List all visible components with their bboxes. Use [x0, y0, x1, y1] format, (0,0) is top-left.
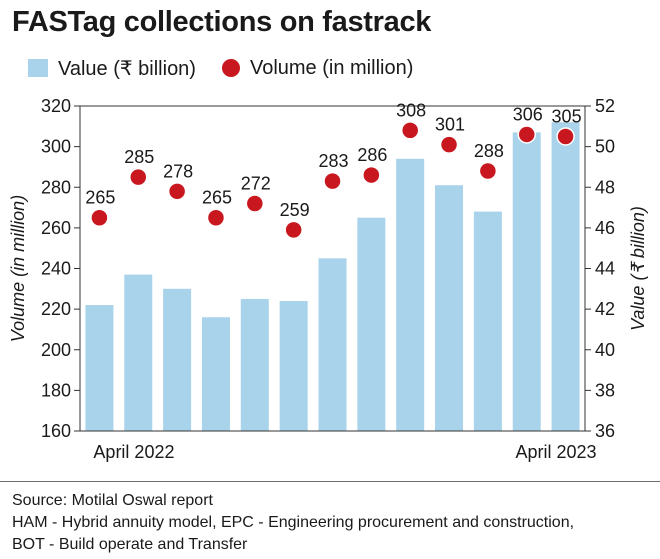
volume-dot [439, 135, 459, 154]
left-tick-label: 320 [41, 96, 71, 116]
value-bar [512, 132, 541, 431]
legend-label-value: Value (₹ billion) [58, 57, 196, 80]
value-bar [85, 305, 114, 431]
volume-dot [284, 220, 303, 240]
volume-dot [206, 208, 226, 227]
volume-dot [478, 161, 498, 181]
volume-dot [556, 127, 575, 146]
right-tick-label: 46 [595, 218, 615, 238]
value-bar [318, 258, 347, 431]
right-tick-label: 36 [595, 421, 615, 441]
value-bar [279, 301, 308, 431]
abbreviation-note-2: BOT - Build operate and Transfer [12, 536, 248, 553]
value-bar [473, 211, 502, 431]
right-tick-label: 40 [595, 340, 615, 360]
volume-data-label: 308 [396, 100, 426, 120]
volume-dot [323, 171, 342, 191]
volume-dot [245, 194, 265, 213]
left-tick-label: 260 [41, 218, 71, 238]
left-tick-label: 200 [41, 340, 71, 360]
value-bar [551, 122, 580, 431]
volume-data-label: 285 [124, 147, 154, 167]
right-tick-label: 52 [595, 96, 615, 116]
x-tick-label: April 2023 [516, 442, 597, 462]
chart-area: 160 180 200 220 240 260 280 300 320 36 38 40 42 44 46 4… [8, 96, 648, 462]
value-bar [357, 217, 386, 431]
left-tick-label: 160 [41, 421, 71, 441]
volume-data-label: 265 [85, 188, 115, 208]
right-tick-label: 38 [595, 380, 615, 400]
footer-divider [0, 481, 660, 482]
left-tick-label: 280 [41, 177, 71, 197]
left-tick-label: 220 [41, 299, 71, 319]
left-tick-label: 300 [41, 137, 71, 157]
legend-swatch-volume [221, 59, 240, 77]
legend-swatch-value [28, 59, 48, 77]
volume-data-label: 265 [202, 188, 232, 208]
left-tick-label: 180 [41, 380, 71, 400]
right-tick-label: 48 [595, 177, 615, 197]
volume-data-label: 278 [163, 161, 193, 181]
volume-data-label: 283 [318, 151, 348, 171]
volume-dot [129, 167, 148, 187]
left-axis-title: Volume (in million) [8, 195, 28, 342]
volume-dot [400, 121, 420, 140]
volume-dot [517, 125, 536, 144]
right-tick-label: 42 [595, 299, 615, 319]
legend-label-volume: Volume (in million) [249, 56, 414, 79]
right-tick-label: 44 [595, 259, 615, 279]
chart-title: FASTag collections on fastrack [12, 6, 432, 38]
legend: Value (₹ billion) Volume (in million) [28, 56, 413, 80]
value-bar [163, 288, 192, 431]
volume-data-label: 259 [280, 200, 310, 220]
footer: Source: Motilal Oswal report HAM - Hybri… [12, 490, 574, 556]
left-tick-label: 240 [41, 259, 71, 279]
volume-dot [90, 208, 109, 227]
source-note: Source: Motilal Oswal report [12, 492, 213, 509]
volume-data-label: 306 [513, 104, 543, 124]
value-bar [201, 317, 230, 431]
value-bar [240, 298, 269, 431]
x-tick-label: April 2022 [93, 442, 174, 462]
abbreviation-note-1: HAM - Hybrid annuity model, EPC - Engine… [12, 514, 575, 531]
volume-data-label: 272 [241, 174, 271, 194]
volume-data-label: 288 [474, 141, 504, 161]
value-bar [435, 185, 464, 431]
volume-data-label: 305 [552, 106, 582, 126]
right-tick-label: 50 [595, 137, 615, 157]
value-bar [124, 274, 153, 431]
volume-data-label: 301 [435, 115, 465, 135]
right-axis-title: Value (₹ billion) [628, 206, 648, 331]
volume-dot [167, 182, 187, 201]
volume-data-label: 286 [357, 145, 387, 165]
value-bar [396, 158, 425, 431]
volume-dot [362, 165, 381, 185]
